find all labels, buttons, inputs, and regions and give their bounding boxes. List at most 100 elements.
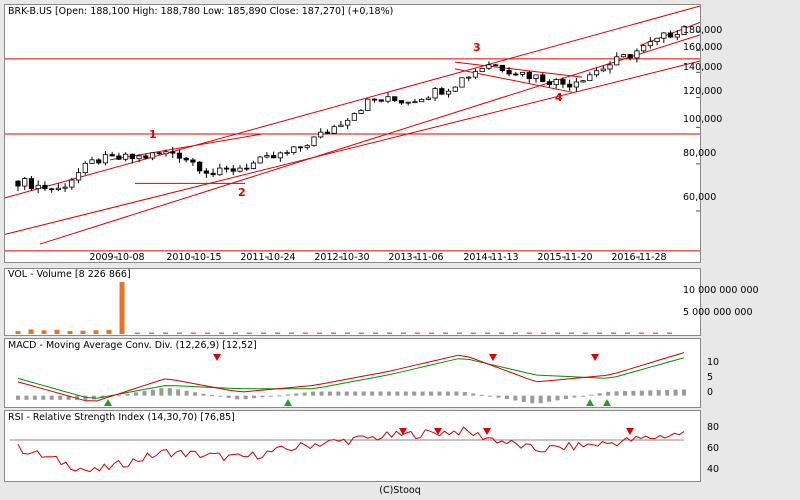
y-tick-label: 80 [707, 422, 720, 433]
macd-histogram-bar [437, 391, 442, 396]
macd-histogram-bar [226, 395, 231, 398]
candle-body [540, 74, 546, 82]
rsi-title: RSI - Relative Strength Index (14,30,70)… [8, 412, 235, 423]
volume-bar [317, 332, 322, 334]
candle-body [371, 98, 378, 101]
volume-bar [471, 332, 476, 334]
candle-body [223, 167, 230, 170]
candle-body [163, 151, 169, 155]
candle-body [526, 71, 532, 79]
marker-label: 3 [473, 41, 481, 54]
candle-body [170, 151, 176, 154]
candle-body [69, 179, 75, 188]
candle-body [634, 50, 640, 59]
macd-histogram-bar [420, 391, 425, 396]
y-tick-label: 0 [707, 387, 714, 398]
volume-bar [401, 332, 406, 334]
volume-bar [289, 332, 294, 334]
macd-histogram-bar [167, 388, 172, 396]
macd-histogram-bar [49, 395, 54, 400]
candle-body [661, 32, 667, 39]
volume-bar [373, 332, 378, 334]
sell-signal-arrow [399, 428, 407, 435]
macd-histogram-bar [243, 395, 248, 400]
candle-body [136, 155, 142, 160]
volume-bar [457, 332, 462, 334]
macd-histogram-bar [395, 391, 400, 396]
candle-body [493, 64, 499, 67]
candle-body [385, 96, 391, 102]
candle-body [358, 110, 364, 114]
macd-histogram-bar [597, 393, 602, 396]
volume-bar [28, 329, 34, 334]
candle-body [96, 159, 102, 164]
candle-body [75, 172, 82, 181]
trend-channel-line [4, 60, 701, 235]
volume-bar [639, 332, 644, 334]
macd-histogram-bar [176, 389, 181, 396]
sell-signal-arrow [591, 354, 599, 361]
volume-bar [429, 332, 434, 334]
volume-bar [303, 332, 308, 334]
candle-body [654, 37, 660, 43]
candle-body [580, 80, 586, 83]
trend-channel-line [4, 5, 701, 199]
y-tick-label: 60 [707, 443, 720, 454]
macd-histogram-bar [445, 391, 450, 396]
candle-body [123, 153, 129, 160]
macd-histogram-bar [327, 391, 332, 396]
price-panel [4, 4, 701, 263]
candle-body [533, 74, 539, 79]
volume-bar [569, 332, 574, 334]
volume-bar [93, 330, 99, 334]
candle-body [647, 41, 653, 47]
macd-signal-line [17, 357, 685, 399]
macd-histogram-bar [538, 395, 543, 404]
candle-body [627, 54, 633, 59]
macd-histogram-bar [378, 391, 383, 396]
macd-histogram-bar [547, 395, 552, 402]
macd-histogram-bar [75, 395, 80, 400]
buy-signal-arrow [284, 399, 292, 406]
volume-bar [135, 332, 140, 334]
volume-bar [163, 332, 168, 334]
macd-histogram-bar [521, 395, 526, 402]
candle-body [49, 188, 55, 191]
volume-bar [177, 332, 182, 334]
candle-body [129, 153, 135, 160]
macd-title: MACD - Moving Average Conv. Div. (12,26,… [8, 340, 257, 351]
macd-histogram-bar [589, 394, 594, 396]
macd-histogram-bar [66, 395, 71, 400]
y-tick-label: 5 [707, 372, 714, 383]
candle-body [378, 99, 384, 102]
volume-bar [443, 332, 448, 334]
candle-body [210, 172, 216, 176]
macd-histogram-bar [218, 395, 223, 397]
macd-histogram-bar [471, 393, 476, 396]
candle-body [614, 56, 620, 66]
macd-histogram-bar [648, 390, 653, 396]
volume-bar [625, 332, 630, 334]
candle-body [116, 155, 122, 160]
macd-histogram-bar [513, 395, 518, 401]
trend-channel-line [39, 34, 701, 245]
candle-body [560, 79, 566, 85]
candle-body [237, 167, 243, 172]
macd-histogram-bar [184, 390, 189, 396]
candle-body [318, 131, 324, 138]
macd-histogram-bar [344, 391, 349, 396]
volume-bar [611, 332, 616, 334]
candle-body [587, 74, 593, 82]
candle-body [607, 64, 613, 70]
volume-bar [119, 282, 125, 334]
y-tick-label: 60,000 [683, 192, 717, 203]
candle-body [345, 119, 351, 126]
macd-histogram-bar [454, 391, 459, 396]
candle-body [351, 113, 357, 121]
volume-bar [485, 332, 490, 334]
candle-body [593, 70, 600, 76]
volume-bar [219, 332, 224, 334]
buy-signal-arrow [104, 399, 112, 406]
candle-body [15, 180, 21, 187]
